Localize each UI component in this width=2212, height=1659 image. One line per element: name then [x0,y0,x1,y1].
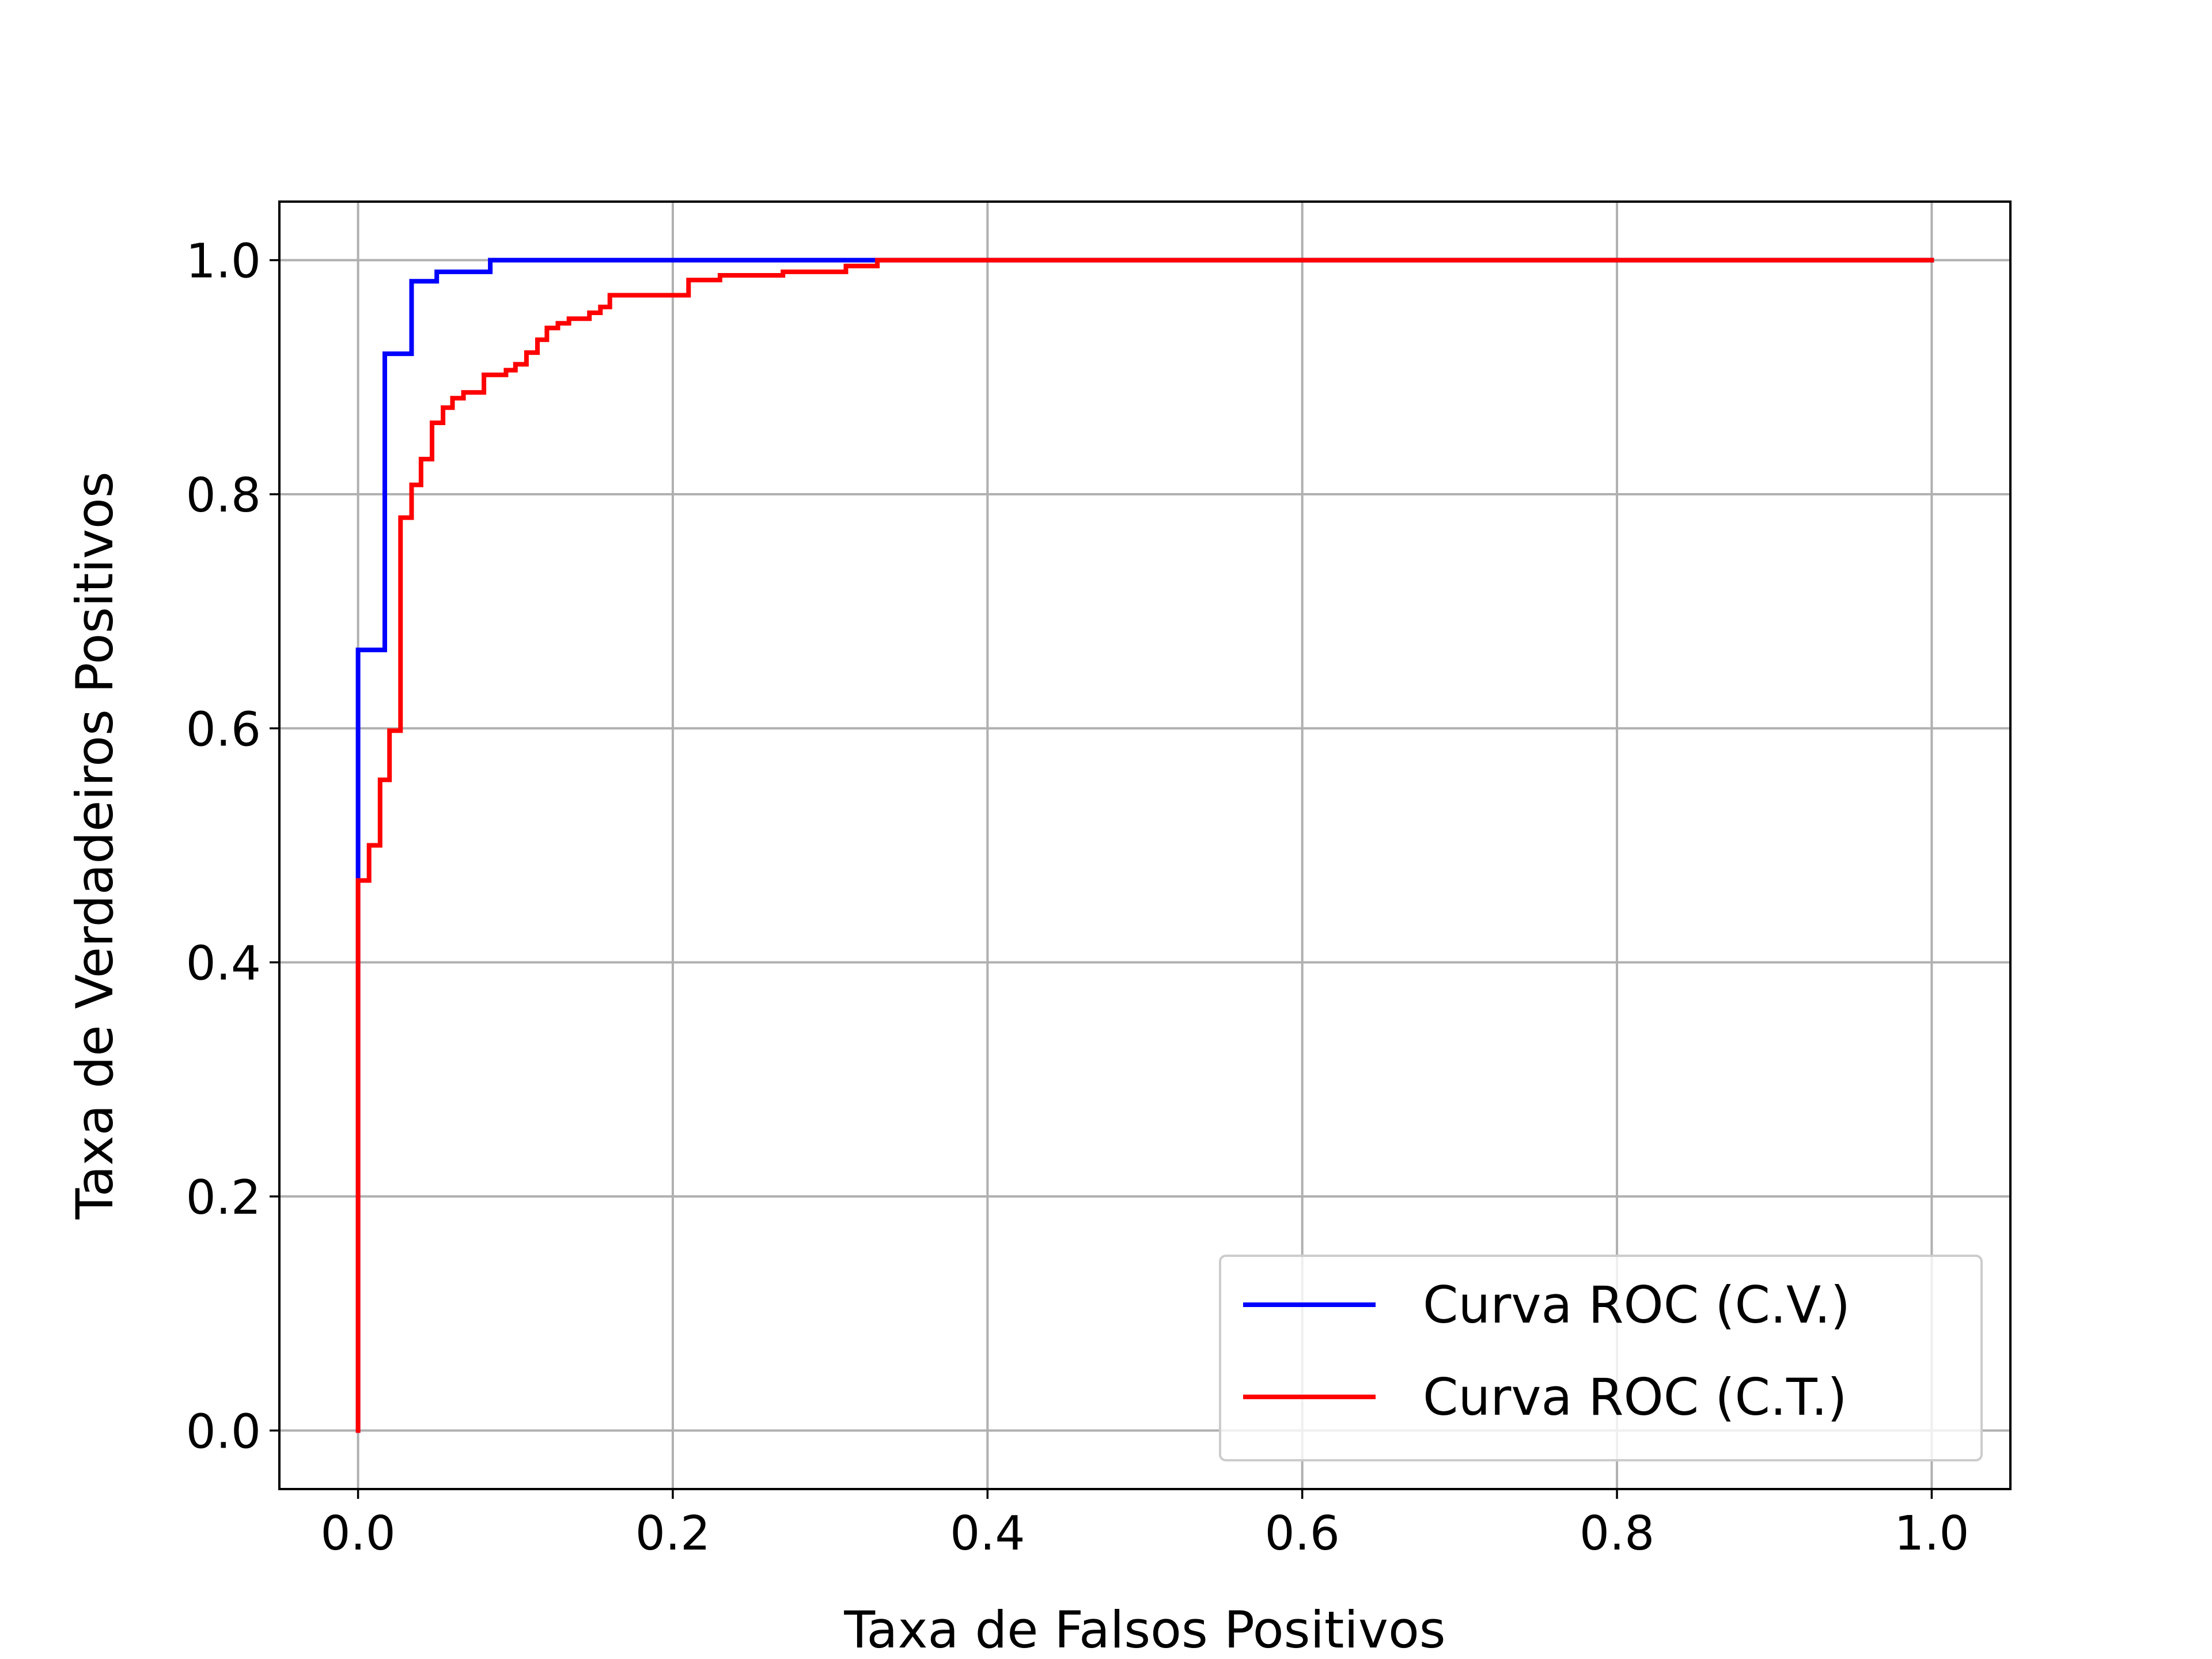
y-tick-label: 0.4 [186,937,261,991]
y-tick-label: 0.6 [186,702,261,757]
series-layer [355,257,1934,1433]
legend-label-ct: Curva ROC (C.T.) [1423,1368,1847,1427]
legend-box [1219,1255,1983,1461]
x-tick-label: 0.0 [320,1506,395,1561]
y-tick-label: 0.0 [186,1404,261,1459]
plot-frame [278,200,2012,1490]
x-tick-label: 1.0 [1894,1506,1969,1561]
y-tick-label: 0.2 [186,1171,261,1225]
legend: Curva ROC (C.V.) Curva ROC (C.T.) [1219,1255,1983,1461]
x-tick-label: 0.4 [950,1506,1025,1561]
series-line-ct [355,257,1934,1433]
y-axis-label: Taxa de Verdadeiros Positivos [65,471,124,1219]
x-tick-label: 0.6 [1264,1506,1339,1561]
legend-label-cv: Curva ROC (C.V.) [1423,1275,1850,1335]
series-line-cv [355,257,1934,1433]
grid [279,202,2010,1489]
x-tick-label: 0.2 [635,1506,710,1561]
y-tick-label: 0.8 [186,468,261,523]
y-tick-label: 1.0 [186,234,261,289]
x-axis-label: Taxa de Falsos Positivos [843,1600,1445,1659]
x-tick-label: 0.8 [1580,1506,1654,1561]
ticks: 0.0 0.2 0.4 0.6 0.8 1.0 0.0 0.2 0.4 0.6 0.8 1.0 [186,234,1969,1561]
